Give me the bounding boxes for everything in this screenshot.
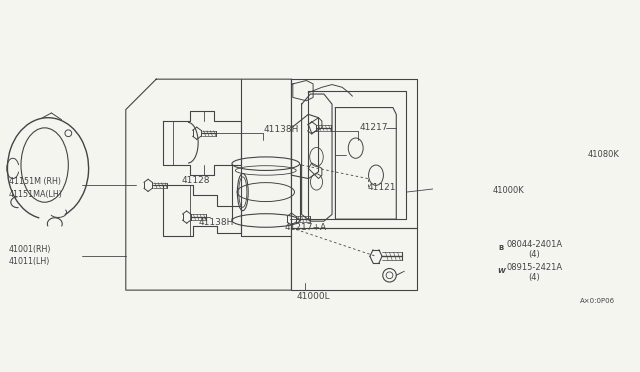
Text: 41000L: 41000L bbox=[297, 292, 330, 301]
Text: W: W bbox=[497, 268, 505, 274]
Text: 41151M (RH): 41151M (RH) bbox=[9, 177, 61, 186]
Text: 41151MA(LH): 41151MA(LH) bbox=[9, 190, 63, 199]
Text: 08044-2401A: 08044-2401A bbox=[506, 240, 563, 248]
Text: 41011(LH): 41011(LH) bbox=[9, 257, 50, 266]
Circle shape bbox=[497, 244, 506, 253]
Text: 41217+A: 41217+A bbox=[285, 224, 327, 232]
Text: B: B bbox=[499, 245, 504, 251]
Text: 41001(RH): 41001(RH) bbox=[9, 245, 51, 254]
Text: 41000K: 41000K bbox=[493, 186, 525, 195]
Text: 08915-2421A: 08915-2421A bbox=[506, 263, 563, 272]
Text: 41128: 41128 bbox=[182, 176, 211, 185]
Text: (4): (4) bbox=[528, 250, 540, 260]
Text: 41121: 41121 bbox=[368, 183, 396, 192]
Text: (4): (4) bbox=[528, 273, 540, 282]
Text: 41138H: 41138H bbox=[263, 125, 298, 134]
Text: 41080K: 41080K bbox=[588, 150, 620, 159]
Text: 41138H: 41138H bbox=[199, 218, 234, 227]
Text: 41217: 41217 bbox=[359, 124, 388, 132]
Text: A×0:0P06: A×0:0P06 bbox=[580, 298, 614, 304]
Circle shape bbox=[497, 266, 506, 276]
